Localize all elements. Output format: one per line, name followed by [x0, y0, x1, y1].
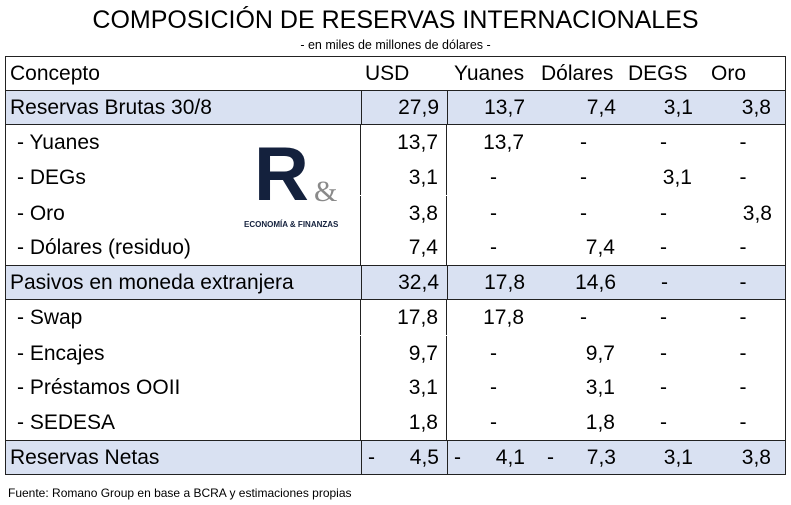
logo-r-mark: R — [254, 132, 309, 217]
cell-usd: 3,8 — [360, 196, 447, 231]
cell-oro: 3,8 — [741, 95, 771, 119]
cell-concepto: - Préstamos OOII — [17, 375, 181, 399]
cell-dolares: 9,7 — [585, 341, 615, 365]
cell-usd: 1,8 — [360, 405, 447, 440]
page-title: COMPOSICIÓN DE RESERVAS INTERNACIONALES — [92, 6, 699, 34]
cell-oro: 3,8 — [741, 445, 771, 469]
cell-oro: - — [739, 270, 747, 294]
cell-degs: - — [660, 235, 667, 259]
cell-value: 4,1 — [495, 445, 525, 469]
cell-dolares: - — [580, 305, 587, 329]
table-row: Pasivos en moneda extranjera 32,4 17,8 14,6… — [5, 265, 786, 300]
negative-sign: - — [368, 445, 375, 469]
cell-degs: - — [660, 410, 667, 434]
header-dolares: Dólares — [541, 62, 614, 85]
table-row: - DEGs 3,1 - - 3,1 - — [5, 160, 786, 195]
cell-yuanes: 17,8 — [484, 270, 525, 294]
table-row: - Oro 3,8 - - - 3,8 — [5, 196, 786, 231]
cell-dolares: 7,4 — [586, 95, 616, 119]
header-concepto: Concepto — [10, 62, 100, 85]
cell-yuanes: - — [490, 410, 497, 434]
source-footnote: Fuente: Romano Group en base a BCRA y es… — [8, 486, 352, 500]
header-yuanes: Yuanes — [454, 62, 525, 85]
cell-oro: - — [739, 235, 747, 259]
cell-usd: 3,1 — [360, 160, 447, 195]
cell-oro: - — [739, 410, 747, 434]
cell-concepto: Reservas Brutas 30/8 — [10, 95, 212, 119]
table-row: - Préstamos OOII 3,1 - 3,1 - - — [5, 370, 786, 405]
cell-usd: 9,7 — [360, 336, 447, 371]
cell-degs: - — [660, 130, 667, 154]
cell-yuanes: - — [490, 341, 497, 365]
cell-degs: - — [660, 375, 667, 399]
cell-oro: 3,8 — [742, 201, 772, 225]
cell-usd: 13,7 — [360, 125, 447, 160]
cell-usd: 32,4 — [361, 266, 448, 299]
cell-yuanes: - — [490, 165, 497, 189]
cell-degs: 3,1 — [662, 165, 692, 189]
header-degs: DEGS — [628, 62, 688, 85]
cell-usd: - 4,5 — [361, 441, 448, 474]
cell-degs: 3,1 — [663, 445, 693, 469]
cell-yuanes: 17,8 — [483, 305, 524, 329]
cell-value: 7,3 — [586, 445, 616, 469]
cell-degs: - — [660, 341, 667, 365]
cell-dolares: 14,6 — [575, 270, 616, 294]
cell-usd: 3,1 — [360, 370, 447, 405]
cell-oro: - — [739, 130, 747, 154]
cell-oro: - — [739, 305, 747, 329]
cell-value: 4,5 — [409, 445, 439, 469]
table-row: - SEDESA 1,8 - 1,8 - - — [5, 405, 786, 440]
cell-usd: 27,9 — [361, 91, 448, 124]
cell-usd: 7,4 — [360, 230, 447, 265]
cell-concepto: - Swap — [17, 305, 83, 329]
table-row: - Yuanes 13,7 13,7 - - - — [5, 125, 786, 160]
header-usd: USD — [365, 62, 410, 85]
cell-oro: - — [739, 165, 747, 189]
cell-dolares: 7,4 — [585, 235, 615, 259]
cell-dolares: 1,8 — [585, 410, 615, 434]
page-subtitle: - en miles de millones de dólares - — [300, 38, 491, 52]
cell-yuanes: - — [490, 235, 497, 259]
cell-oro: - — [739, 341, 747, 365]
table-row: - Encajes 9,7 - 9,7 - - — [5, 336, 786, 371]
cell-usd: 17,8 — [360, 300, 447, 335]
cell-degs: - — [660, 201, 667, 225]
cell-degs: - — [660, 305, 667, 329]
header-oro: Oro — [711, 62, 747, 85]
cell-concepto: - Dólares (residuo) — [17, 235, 191, 259]
cell-dolares: - — [580, 130, 587, 154]
cell-yuanes: 13,7 — [483, 130, 524, 154]
table-row: - Dólares (residuo) 7,4 - 7,4 - - — [5, 230, 786, 265]
cell-concepto: Pasivos en moneda extranjera — [10, 270, 294, 294]
cell-oro: - — [739, 375, 747, 399]
table-header: Concepto USD Yuanes Dólares DEGS Oro — [5, 56, 786, 91]
cell-concepto: - Encajes — [17, 341, 105, 365]
table-row: Reservas Netas -4,5-4,1-7,3 3,1 3,8 — [5, 440, 786, 475]
cell-yuanes: - — [490, 201, 497, 225]
cell-yuanes: 13,7 — [484, 95, 525, 119]
table-row: Reservas Brutas 30/8 27,9 13,7 7,4 3,1 3,8 — [5, 90, 786, 125]
logo-ampersand: & — [314, 175, 338, 208]
cell-dolares: - — [580, 201, 587, 225]
negative-sign: - — [454, 445, 461, 469]
negative-sign: - — [547, 445, 554, 469]
cell-degs: 3,1 — [663, 95, 693, 119]
logo: R & ECONOMÍA & FINANZAS — [244, 137, 354, 235]
cell-concepto: - Yuanes — [17, 130, 100, 154]
cell-dolares: 3,1 — [585, 375, 615, 399]
cell-dolares: - 7,3 — [541, 441, 628, 474]
cell-dolares: - — [580, 165, 587, 189]
logo-text: ECONOMÍA & FINANZAS — [244, 220, 339, 229]
cell-concepto: - DEGs — [17, 165, 86, 189]
cell-concepto: - SEDESA — [17, 410, 116, 434]
cell-degs: - — [661, 270, 668, 294]
table-row: - Swap 17,8 17,8 - - - — [5, 300, 786, 335]
cell-concepto: Reservas Netas — [10, 445, 160, 469]
cell-yuanes: - — [490, 375, 497, 399]
cell-concepto: - Oro — [17, 201, 65, 225]
cell-yuanes: - 4,1 — [448, 441, 541, 474]
